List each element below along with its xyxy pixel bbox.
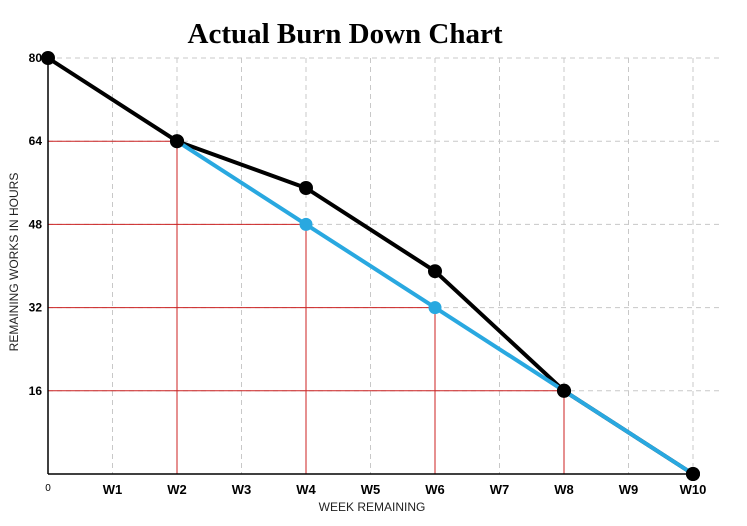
x-tick-label: W2 [167,482,187,497]
series-1-point [686,467,700,481]
x-tick-label: 0 [45,483,51,494]
series-2-point [428,301,442,315]
series-1-point [41,51,55,65]
y-axis-label: REMAINING WORKS IN HOURS [7,173,21,352]
series-1-point [299,181,313,195]
x-tick-label: W5 [361,482,381,497]
x-tick-label: W10 [680,482,707,497]
y-tick-label: 16 [29,384,43,398]
x-tick-label: W9 [619,482,639,497]
y-tick-label: 48 [29,217,43,231]
x-axis-label: WEEK REMAINING [319,500,426,514]
series-1-point [170,134,184,149]
x-tick-label: W4 [296,482,316,497]
reference-lines [48,140,565,474]
y-tick-label: 32 [29,301,43,315]
series-1-point [557,383,571,398]
grid [48,57,723,474]
series [41,51,700,481]
x-tick-label: W8 [554,482,574,497]
y-tick-label: 80 [29,51,43,65]
tick-labels: 16 32 48 64 80 0 W1 W2 W3 W4 W5 W6 W7 W8 W9 W10 [29,51,707,497]
x-tick-label: W1 [103,482,123,497]
series-2-point [299,217,313,231]
series-1-point [428,264,442,279]
x-tick-label: W7 [490,482,510,497]
axes [47,54,695,475]
x-tick-label: W3 [232,482,252,497]
chart-title: Actual Burn Down Chart [187,18,503,50]
y-tick-label: 64 [29,134,43,148]
x-tick-label: W6 [425,482,445,497]
